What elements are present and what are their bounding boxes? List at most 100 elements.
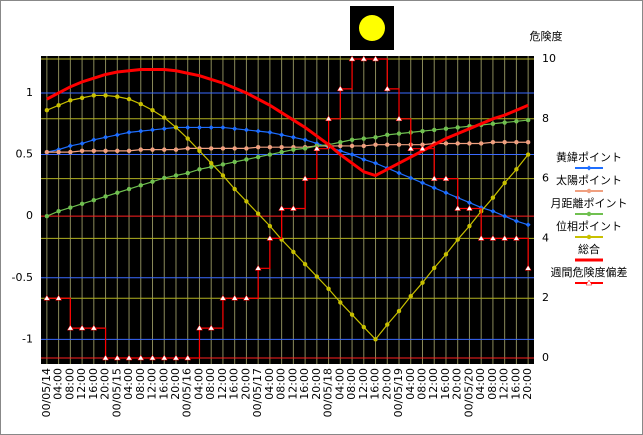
- legend-marker: [586, 188, 592, 194]
- point: [490, 140, 496, 145]
- x-tick-label: 08:00: [415, 368, 428, 400]
- point: [302, 262, 308, 267]
- x-tick-label: 04:00: [333, 368, 346, 400]
- x-tick-label: 04:00: [404, 368, 417, 400]
- point: [361, 156, 367, 162]
- point: [373, 160, 379, 166]
- point: [419, 145, 426, 151]
- point: [490, 208, 496, 214]
- point: [420, 142, 425, 147]
- point: [349, 143, 355, 149]
- point: [267, 144, 273, 150]
- point: [514, 119, 519, 124]
- point: [219, 294, 227, 301]
- point: [360, 55, 368, 62]
- point: [301, 175, 309, 181]
- point: [103, 194, 108, 199]
- point: [477, 234, 485, 241]
- x-tick-label: 20:00: [451, 368, 464, 400]
- legend-label: 黄緯ポイント: [556, 150, 622, 164]
- point: [396, 170, 402, 176]
- point: [126, 96, 132, 102]
- point: [173, 147, 179, 152]
- point: [373, 135, 378, 140]
- point: [196, 324, 203, 331]
- legend-marker: [586, 234, 592, 240]
- point: [255, 128, 261, 134]
- y2-tick-label: 0: [542, 351, 549, 364]
- x-tick-label: 04:00: [52, 368, 65, 400]
- point: [185, 170, 190, 176]
- point: [173, 125, 179, 130]
- point: [467, 141, 472, 146]
- point: [336, 85, 344, 92]
- point: [44, 108, 50, 113]
- point: [162, 175, 167, 181]
- point: [385, 142, 390, 147]
- point: [209, 160, 214, 166]
- point: [313, 145, 321, 151]
- point: [220, 124, 226, 130]
- point: [443, 190, 449, 196]
- point: [501, 234, 509, 241]
- point: [197, 148, 202, 154]
- point: [525, 117, 531, 123]
- x-tick-label: 08:00: [204, 368, 217, 400]
- x-tick-label: 16:00: [228, 368, 241, 400]
- point: [291, 147, 296, 152]
- point: [432, 265, 437, 271]
- x-tick-label: 20:00: [380, 368, 393, 400]
- y-tick-label: -1: [22, 332, 33, 345]
- plot-area: [41, 56, 534, 364]
- x-tick-label: 16:00: [87, 368, 100, 400]
- point: [126, 148, 132, 154]
- point: [383, 85, 391, 92]
- x-tick-label: 12:00: [75, 368, 88, 400]
- x-tick-label: 00/05/19: [392, 368, 405, 417]
- point: [185, 124, 191, 130]
- point: [454, 205, 462, 211]
- point: [525, 222, 531, 228]
- x-tick-label: 20:00: [169, 368, 182, 400]
- point: [255, 211, 261, 216]
- point: [455, 125, 460, 130]
- point: [525, 140, 531, 145]
- point: [338, 143, 343, 149]
- x-tick-label: 04:00: [474, 368, 487, 400]
- point: [79, 148, 85, 154]
- point: [91, 197, 97, 203]
- x-tick-label: 20:00: [521, 368, 534, 400]
- point: [420, 128, 425, 134]
- point: [278, 205, 286, 211]
- point: [44, 149, 50, 155]
- point: [244, 199, 249, 204]
- point: [349, 152, 355, 158]
- point: [465, 205, 473, 211]
- point: [185, 146, 190, 151]
- point: [443, 252, 449, 257]
- point: [67, 143, 73, 149]
- y2-title: 危険度: [530, 29, 563, 43]
- point: [138, 147, 143, 152]
- point: [115, 148, 120, 154]
- point: [267, 152, 273, 157]
- legend-marker: [586, 165, 592, 171]
- y2-tick-label: 10: [542, 52, 556, 65]
- point: [289, 205, 297, 211]
- point: [254, 264, 262, 271]
- x-tick-label: 08:00: [63, 368, 76, 400]
- point: [103, 93, 108, 98]
- point: [115, 190, 120, 195]
- point: [91, 148, 97, 154]
- point: [373, 142, 378, 147]
- point: [266, 234, 274, 241]
- point: [455, 141, 460, 146]
- point: [78, 324, 86, 331]
- point: [173, 173, 179, 178]
- point: [431, 185, 437, 191]
- legend-label: 総合: [578, 242, 600, 256]
- x-tick-label: 08:00: [345, 368, 358, 400]
- point: [361, 136, 366, 141]
- point: [91, 93, 97, 98]
- y-tick-label: 1: [26, 86, 33, 99]
